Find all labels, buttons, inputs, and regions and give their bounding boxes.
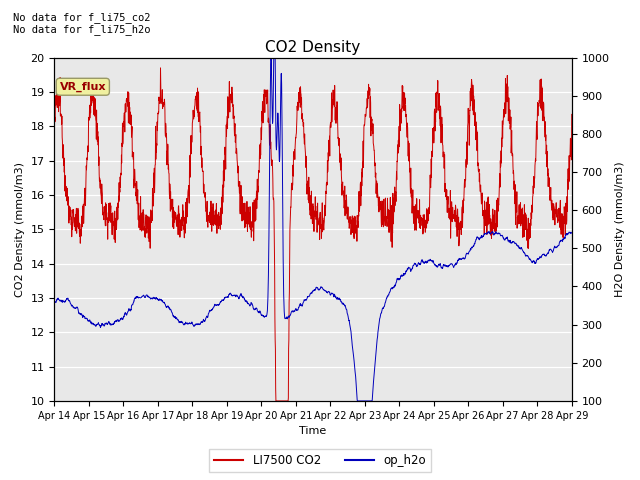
op_h2o <box>568 229 575 235</box>
LI7500 CO2 <box>554 213 561 218</box>
Text: No data for f_li75_co2: No data for f_li75_co2 <box>13 12 150 23</box>
Line: LI7500 CO2: LI7500 CO2 <box>54 68 572 401</box>
Y-axis label: CO2 Density (mmol/m3): CO2 Density (mmol/m3) <box>15 162 25 297</box>
LI7500 CO2 <box>272 398 280 404</box>
op_h2o <box>553 244 561 250</box>
Title: CO2 Density: CO2 Density <box>266 40 361 55</box>
LI7500 CO2 <box>51 123 58 129</box>
LI7500 CO2 <box>289 181 296 187</box>
X-axis label: Time: Time <box>300 426 326 436</box>
Text: VR_flux: VR_flux <box>60 82 106 92</box>
LI7500 CO2 <box>568 111 575 117</box>
op_h2o <box>51 300 58 306</box>
Legend: LI7500 CO2, op_h2o: LI7500 CO2, op_h2o <box>209 449 431 472</box>
LI7500 CO2 <box>458 204 466 210</box>
op_h2o <box>270 47 278 53</box>
LI7500 CO2 <box>553 206 561 212</box>
op_h2o <box>289 308 296 314</box>
op_h2o <box>354 398 362 404</box>
Text: No data for f_li75_h2o: No data for f_li75_h2o <box>13 24 150 35</box>
op_h2o <box>458 255 466 261</box>
LI7500 CO2 <box>77 227 84 232</box>
LI7500 CO2 <box>157 65 164 71</box>
op_h2o <box>554 244 561 250</box>
op_h2o <box>302 298 310 303</box>
Line: op_h2o: op_h2o <box>54 50 572 401</box>
Y-axis label: H2O Density (mmol/m3): H2O Density (mmol/m3) <box>615 161 625 297</box>
op_h2o <box>77 312 84 318</box>
LI7500 CO2 <box>303 163 310 168</box>
